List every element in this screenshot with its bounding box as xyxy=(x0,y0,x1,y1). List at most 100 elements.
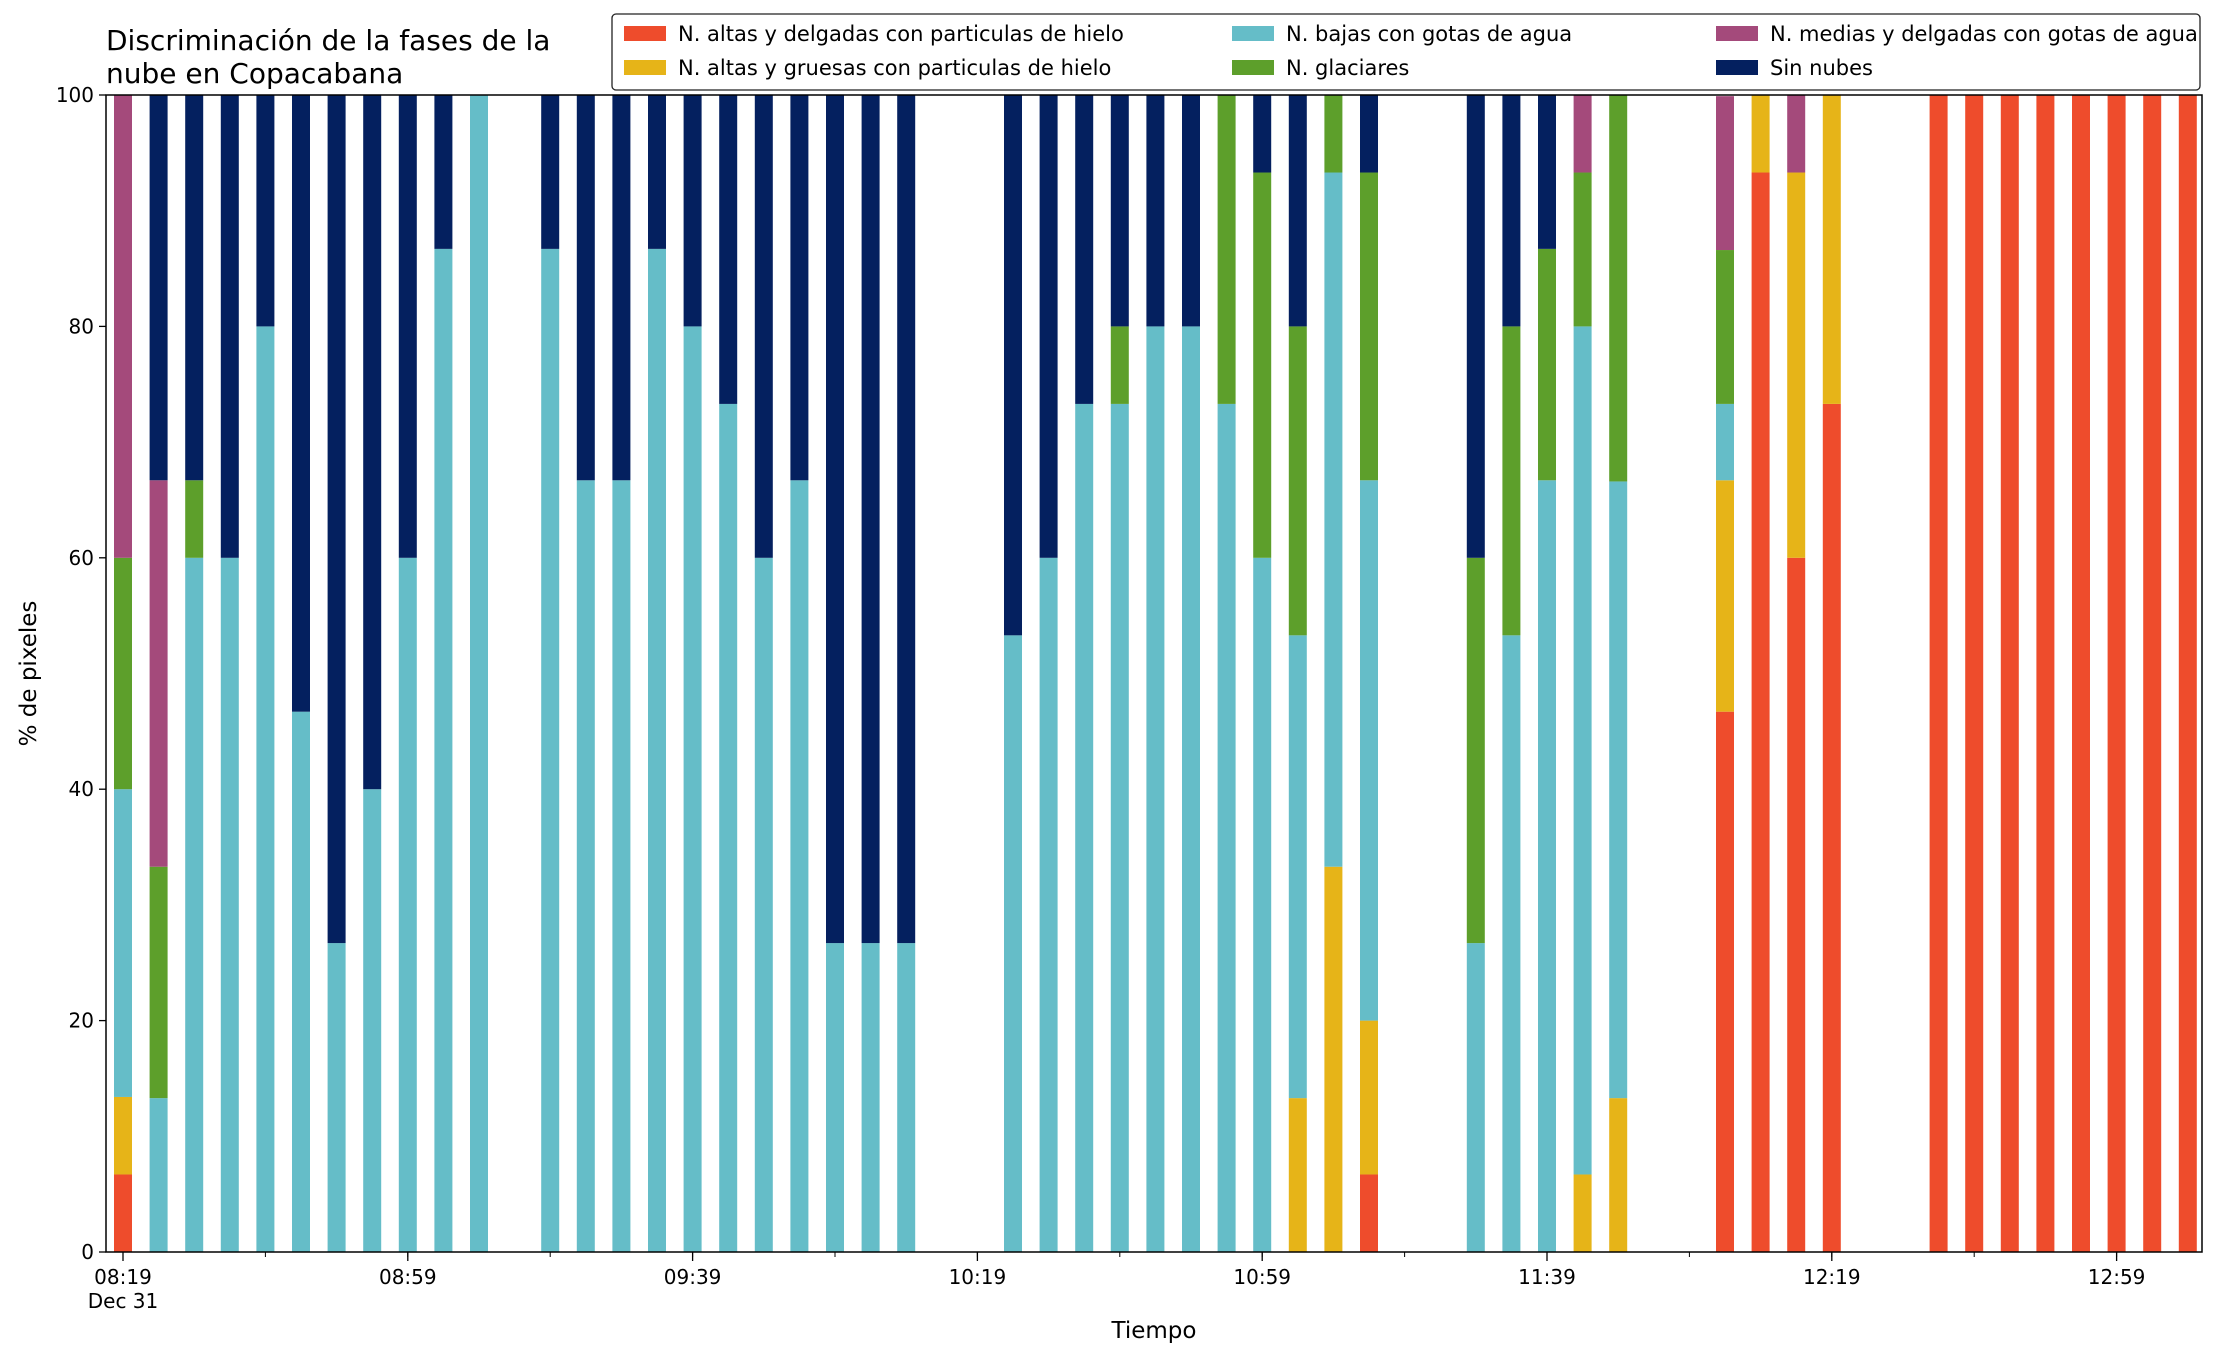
y-tick-label: 80 xyxy=(69,314,94,338)
bar-segment xyxy=(1716,480,1734,712)
bar-segment xyxy=(220,557,239,1252)
bar-segment xyxy=(1288,326,1307,636)
bar-segment xyxy=(826,943,844,1252)
bar-segment xyxy=(1466,95,1485,558)
legend-label: N. bajas con gotas de agua xyxy=(1286,22,1572,46)
legend-label: N. medias y delgadas con gotas de agua xyxy=(1770,22,2198,46)
bar-segment xyxy=(1110,403,1129,1252)
legend-label: N. altas y delgadas con particulas de hi… xyxy=(678,22,1124,46)
bar-segment xyxy=(1609,1098,1628,1252)
y-tick-label: 20 xyxy=(69,1009,94,1033)
bar-segment xyxy=(1573,95,1592,173)
bar-segment xyxy=(1822,403,1841,1252)
bar-segment xyxy=(576,95,595,481)
bar-segment xyxy=(1182,326,1200,1252)
bar-segment xyxy=(1751,172,1770,1252)
bar-segment xyxy=(612,95,631,481)
bar-segment xyxy=(114,95,132,558)
x-tick-label: 08:19 xyxy=(94,1265,152,1289)
bar-segment xyxy=(897,95,916,944)
legend-swatch xyxy=(624,26,666,41)
bar-segment xyxy=(790,480,809,1252)
bar-segment xyxy=(648,95,666,249)
x-axis-title: Tiempo xyxy=(1111,1318,1197,1344)
bar-segment xyxy=(1787,172,1806,558)
bar-segment xyxy=(327,943,346,1252)
bar-segment xyxy=(1929,95,1948,1252)
bar-segment xyxy=(2072,95,2090,1252)
bar-segment xyxy=(114,557,132,790)
bar-segment xyxy=(1288,1098,1307,1252)
bar-segment xyxy=(398,557,417,1252)
bar-segment xyxy=(1538,95,1556,249)
bar-segment xyxy=(754,557,773,1252)
bar-segment xyxy=(861,943,880,1252)
bar-segment xyxy=(541,248,560,1252)
bar-segment xyxy=(719,95,738,404)
bar-segment xyxy=(1502,635,1521,1252)
bar-segment xyxy=(434,95,453,249)
bar-segment xyxy=(470,95,488,1252)
bar-segment xyxy=(1324,866,1343,1252)
bar-segment xyxy=(1466,557,1485,944)
bar-segment xyxy=(1538,480,1556,1252)
bar-segment xyxy=(1004,635,1022,1252)
legend-swatch xyxy=(1716,26,1758,41)
bar-segment xyxy=(1075,403,1094,1252)
bar-segment xyxy=(114,1174,132,1252)
bar-segment xyxy=(114,1096,132,1175)
bar-segment xyxy=(149,1098,168,1252)
y-axis-title: % de pixeles xyxy=(16,601,42,747)
bar-segment xyxy=(1360,480,1378,1021)
x-tick-label: 11:39 xyxy=(1518,1265,1576,1289)
chart-title-line: Discriminación de la fases de la xyxy=(106,24,550,57)
bar-segment xyxy=(398,95,417,558)
legend-label: N. glaciares xyxy=(1286,56,1409,80)
bar-segment xyxy=(1253,557,1272,1252)
bar-segment xyxy=(612,480,631,1252)
legend-swatch xyxy=(1232,60,1274,75)
bar-segment xyxy=(1751,95,1770,173)
bar-segment xyxy=(1716,250,1734,404)
bar-segment xyxy=(754,95,773,558)
bar-segment xyxy=(1288,635,1307,1099)
bar-segment xyxy=(1217,95,1236,404)
bar-segment xyxy=(1573,172,1592,327)
bar-segment xyxy=(1360,1174,1378,1252)
bar-segment xyxy=(1360,172,1378,481)
plot-frame xyxy=(105,94,2203,1253)
bar-segment xyxy=(2178,95,2197,1252)
y-tick-label: 40 xyxy=(69,777,94,801)
bar-segment xyxy=(256,95,275,327)
bar-segment xyxy=(1075,95,1094,404)
x-tick-date-label: Dec 31 xyxy=(88,1289,159,1313)
bar-segment xyxy=(1253,95,1272,173)
x-tick-label: 08:59 xyxy=(379,1265,437,1289)
bar-segment xyxy=(1324,172,1343,867)
legend-swatch xyxy=(1716,60,1758,75)
bar-segment xyxy=(2000,95,2019,1252)
bar-segment xyxy=(790,95,809,481)
bar-segment xyxy=(363,95,382,790)
legend-box xyxy=(611,13,2201,91)
bar-segment xyxy=(185,557,204,1252)
bar-segment xyxy=(1466,943,1485,1252)
bar-segment xyxy=(1502,326,1521,636)
bar-segment xyxy=(1573,1174,1592,1252)
bar-segment xyxy=(1573,326,1592,1175)
bar-segment xyxy=(897,943,916,1252)
bar-segment xyxy=(2036,95,2055,1252)
bar-segment xyxy=(185,480,204,558)
bar-segment xyxy=(1004,95,1022,636)
bar-segment xyxy=(1502,95,1521,327)
bar-segment xyxy=(1324,95,1343,173)
bar-segment xyxy=(1110,95,1129,327)
bar-segment xyxy=(114,789,132,1097)
bar-segment xyxy=(1716,96,1734,251)
bar-segment xyxy=(1039,95,1058,558)
bar-segment xyxy=(1360,1020,1378,1175)
bar-segment xyxy=(541,95,560,249)
x-tick-label: 10:59 xyxy=(1233,1265,1291,1289)
legend-label: Sin nubes xyxy=(1770,56,1873,80)
